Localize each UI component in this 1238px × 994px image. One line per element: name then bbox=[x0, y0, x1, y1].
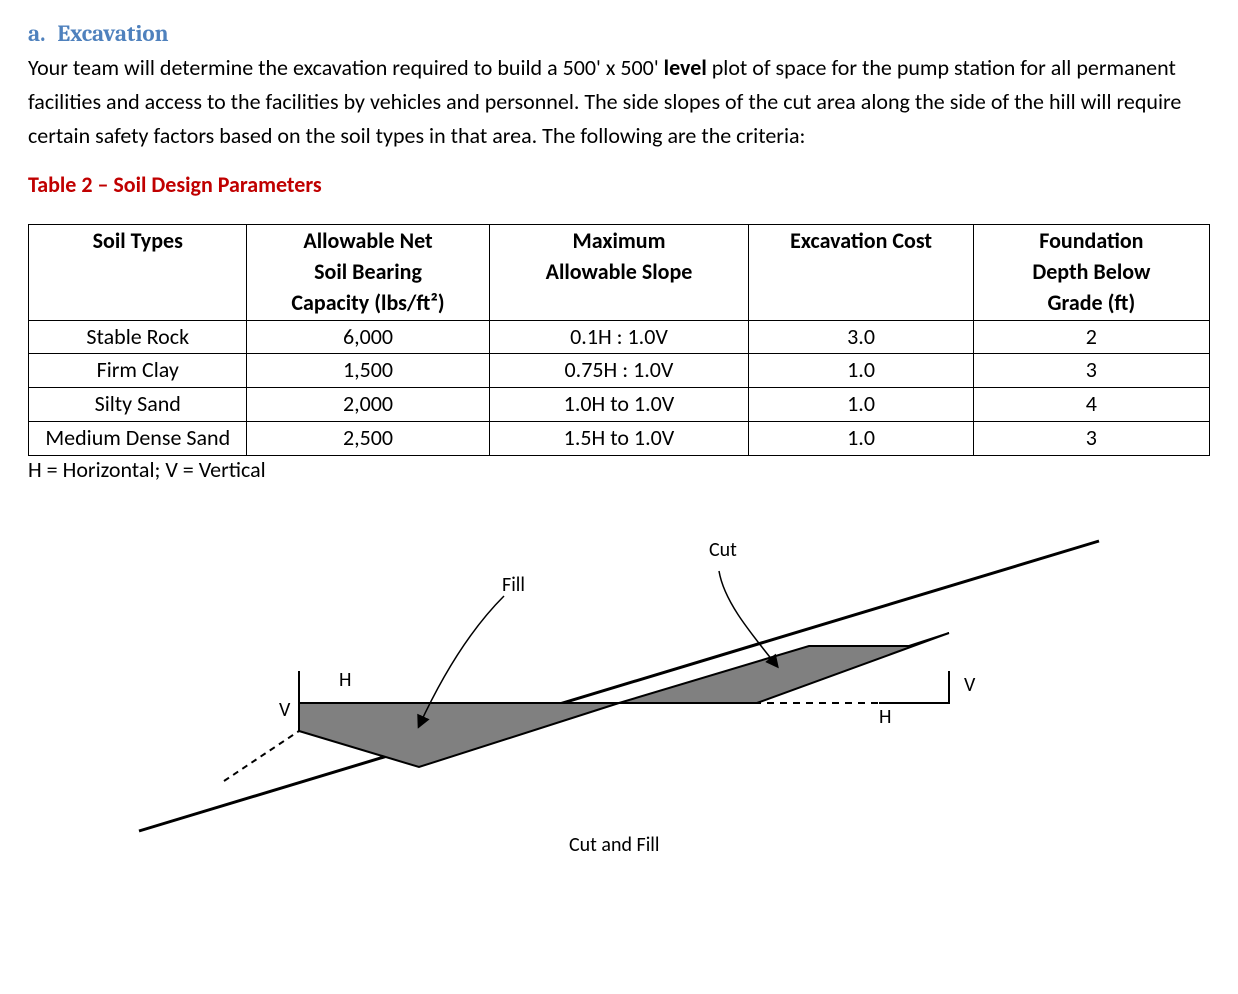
table-row: Silty Sand 2,000 1.0H to 1.0V 1.0 4 bbox=[29, 388, 1210, 422]
cell-cost: 3.0 bbox=[749, 320, 973, 354]
cell-type: Firm Clay bbox=[29, 354, 247, 388]
cell-depth: 4 bbox=[973, 388, 1209, 422]
col-header-line: Soil Types bbox=[93, 227, 183, 254]
ground-line bbox=[139, 541, 1099, 831]
col-header-depth: Foundation Depth Below Grade (ft) bbox=[973, 225, 1209, 320]
cell-slope: 0.1H : 1.0V bbox=[489, 320, 749, 354]
col-header-capacity: Allowable Net Soil Bearing Capacity (lbs… bbox=[247, 225, 489, 320]
section-letter: a. bbox=[28, 20, 45, 47]
col-header-line: Grade (ft) bbox=[1048, 289, 1136, 316]
table-row: Firm Clay 1,500 0.75H : 1.0V 1.0 3 bbox=[29, 354, 1210, 388]
col-header-line: Foundation bbox=[1039, 227, 1143, 254]
table-row: Medium Dense Sand 2,500 1.5H to 1.0V 1.0… bbox=[29, 422, 1210, 456]
col-header-type: Soil Types bbox=[29, 225, 247, 320]
cell-cost: 1.0 bbox=[749, 422, 973, 456]
col-header-cost: Excavation Cost bbox=[749, 225, 973, 320]
v-right-label: V bbox=[964, 673, 976, 697]
fill-polygon bbox=[299, 703, 619, 767]
body-level-word: level bbox=[664, 54, 707, 81]
col-header-slope: Maximum Allowable Slope bbox=[489, 225, 749, 320]
body-paragraph: Your team will determine the excavation … bbox=[28, 51, 1210, 153]
cell-depth: 3 bbox=[973, 422, 1209, 456]
cell-cap: 2,000 bbox=[247, 388, 489, 422]
table-heading: Table 2 – Soil Design Parameters bbox=[28, 171, 1210, 198]
cut-fill-svg: Fill Cut H V H V Cut and Fill bbox=[109, 511, 1129, 871]
cell-cost: 1.0 bbox=[749, 388, 973, 422]
table-note: H = Horizontal; V = Vertical bbox=[28, 456, 1210, 483]
cell-type: Medium Dense Sand bbox=[29, 422, 247, 456]
col-header-line: Soil Bearing bbox=[314, 258, 422, 285]
h-left-label: H bbox=[339, 668, 351, 692]
figure-caption: Cut and Fill bbox=[569, 833, 659, 857]
soil-table: Soil Types Allowable Net Soil Bearing Ca… bbox=[28, 224, 1210, 456]
right-bracket bbox=[879, 671, 949, 703]
cell-cap: 1,500 bbox=[247, 354, 489, 388]
cell-cap: 6,000 bbox=[247, 320, 489, 354]
v-left-label: V bbox=[279, 698, 291, 722]
fill-slope-dashed bbox=[224, 731, 299, 781]
cell-depth: 3 bbox=[973, 354, 1209, 388]
col-header-line: Capacity (lbs/ft²) bbox=[291, 289, 444, 316]
cell-slope: 0.75H : 1.0V bbox=[489, 354, 749, 388]
col-header-line: Excavation Cost bbox=[790, 227, 932, 254]
table-row: Stable Rock 6,000 0.1H : 1.0V 3.0 2 bbox=[29, 320, 1210, 354]
cell-cost: 1.0 bbox=[749, 354, 973, 388]
body-pre: Your team will determine the excavation … bbox=[28, 54, 664, 81]
col-header-line: Allowable Net bbox=[303, 227, 432, 254]
cut-and-fill-figure: Fill Cut H V H V Cut and Fill bbox=[28, 511, 1210, 877]
col-header-line: Allowable Slope bbox=[546, 258, 693, 285]
cut-polygon bbox=[619, 633, 949, 703]
col-header-line: Depth Below bbox=[1032, 258, 1150, 285]
table-header-row: Soil Types Allowable Net Soil Bearing Ca… bbox=[29, 225, 1210, 320]
cell-cap: 2,500 bbox=[247, 422, 489, 456]
section-heading: a. Excavation bbox=[28, 20, 1210, 47]
fill-label: Fill bbox=[502, 573, 525, 597]
cell-slope: 1.5H to 1.0V bbox=[489, 422, 749, 456]
cell-type: Silty Sand bbox=[29, 388, 247, 422]
cell-depth: 2 bbox=[973, 320, 1209, 354]
cut-label: Cut bbox=[709, 538, 737, 562]
col-header-line: Maximum bbox=[572, 227, 665, 254]
cell-type: Stable Rock bbox=[29, 320, 247, 354]
h-right-label: H bbox=[879, 705, 891, 729]
left-bracket bbox=[299, 671, 364, 703]
section-title: Excavation bbox=[57, 20, 168, 47]
cell-slope: 1.0H to 1.0V bbox=[489, 388, 749, 422]
